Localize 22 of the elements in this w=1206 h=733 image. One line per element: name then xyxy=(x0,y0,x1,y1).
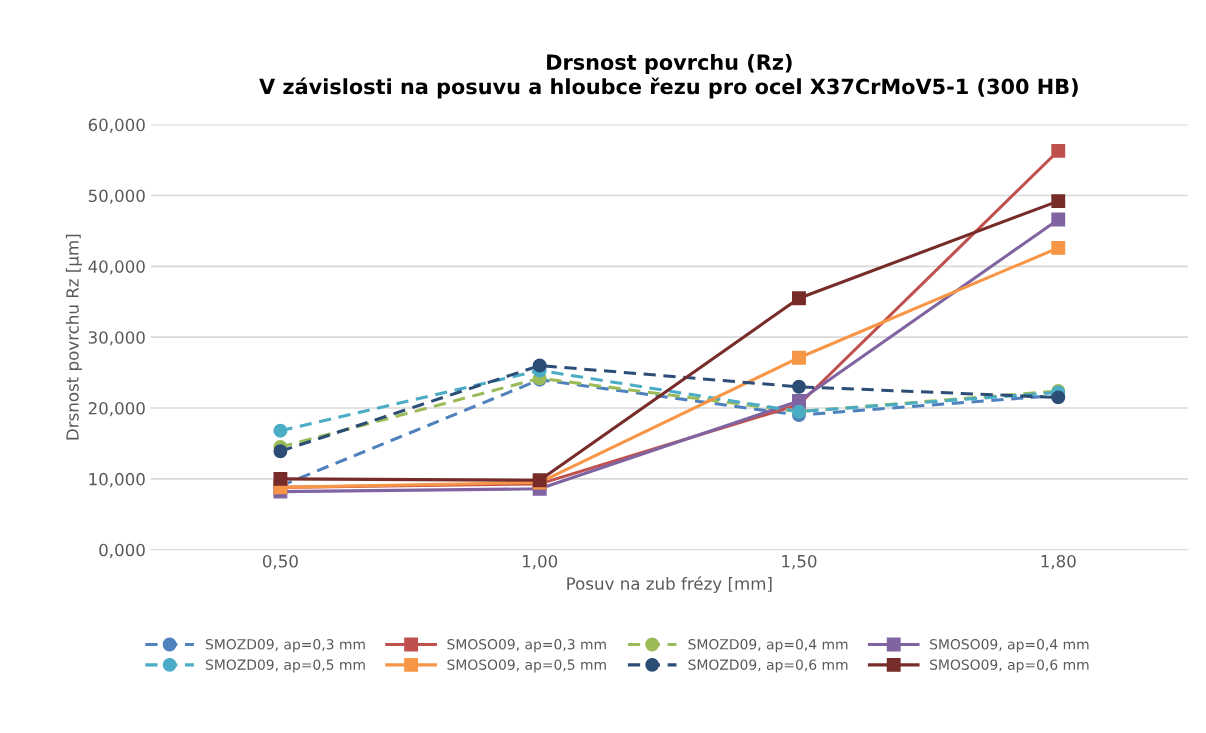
y-tick-label: 50,000 xyxy=(88,189,145,204)
x-tick-label: 1,50 xyxy=(782,554,817,570)
legend-label: SMOSO09, ap=0,3 mm xyxy=(447,639,606,653)
y-axis-title: Drsnost povrchu Rz [µm] xyxy=(65,234,83,440)
legend-label: SMOZD09, ap=0,4 mm xyxy=(688,639,848,653)
legend-label: SMOZD09, ap=0,5 mm xyxy=(205,659,365,673)
x-tick-label: 0,50 xyxy=(262,554,298,570)
x-tick-label: 1,00 xyxy=(522,554,558,570)
y-tick-label: 20,000 xyxy=(88,402,145,417)
x-axis-title: Posuv na zub frézy [mm] xyxy=(567,576,772,594)
legend-label: SMOZD09, ap=0,3 mm xyxy=(205,639,365,653)
y-tick-label: 40,000 xyxy=(88,260,145,275)
x-tick-label: 1,80 xyxy=(1041,554,1076,570)
legend-label: SMOZD09, ap=0,6 mm xyxy=(688,659,848,673)
y-tick-label: 30,000 xyxy=(88,331,145,346)
y-tick-label: 0,000 xyxy=(99,543,145,559)
y-tick-label: 60,000 xyxy=(88,118,145,133)
legend-label: SMOSO09, ap=0,6 mm xyxy=(930,659,1089,673)
y-tick-label: 10,000 xyxy=(89,472,145,488)
chart-title: Drsnost povrchu (Rz) V závislosti na posuvu a hloubce řezu pro ocel X37CrMoV5-1 (300 HB) xyxy=(259,53,1078,99)
legend-label: SMOSO09, ap=0,5 mm xyxy=(447,659,606,673)
legend-label: SMOSO09, ap=0,4 mm xyxy=(930,639,1089,653)
